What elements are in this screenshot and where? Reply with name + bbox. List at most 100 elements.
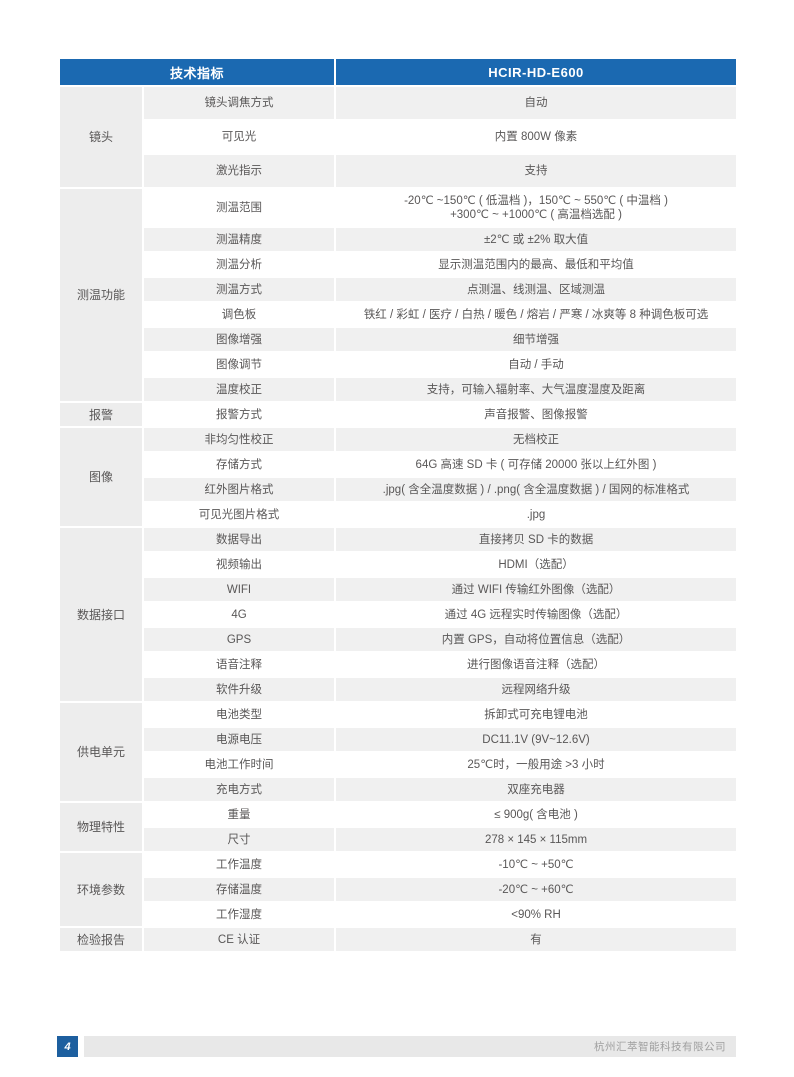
param-cell: 测温分析: [141, 251, 337, 278]
table-row: WIFI 通过 WIFI 传输红外图像（选配）: [59, 576, 739, 603]
param-cell: 工作温度: [141, 851, 337, 878]
param-cell: 电池工作时间: [141, 751, 337, 778]
header-tech-spec: 技术指标: [57, 57, 337, 87]
param-cell: 激光指示: [141, 153, 337, 189]
param-cell: 测温方式: [141, 276, 337, 303]
value-cell: 双座充电器: [334, 776, 739, 803]
param-cell: 存储温度: [141, 876, 337, 903]
param-cell: 尺寸: [141, 826, 337, 853]
table-row: 电源电压 DC11.1V (9V~12.6V): [59, 726, 739, 753]
group-cell: 供电单元: [58, 701, 144, 803]
table-row: 测温功能 测温范围 -20℃ ~150℃ ( 低温档 )，150℃ ~ 550℃ (…: [58, 187, 739, 403]
param-cell: 存储方式: [141, 451, 337, 478]
table-row: 可见光 内置 800W 像素: [59, 119, 739, 155]
value-cell: 通过 WIFI 传输红外图像（选配）: [334, 576, 739, 603]
value-cell: -20℃ ~150℃ ( 低温档 )，150℃ ~ 550℃ ( 中温档 ) +…: [334, 187, 739, 228]
value-cell: <90% RH: [334, 901, 739, 928]
group-cell: 报警: [58, 401, 144, 428]
param-cell: 4G: [141, 601, 337, 628]
value-cell: 内置 GPS，自动将位置信息（选配）: [334, 626, 739, 653]
param-cell: 充电方式: [141, 776, 337, 803]
spec-table: 技术指标 HCIR-HD-E600 镜头 镜头调焦方式 自动 可见光 内置 800W 像…: [57, 57, 739, 953]
table-row: 检验报告 CE 认证有: [58, 926, 739, 953]
table-row: 4G 通过 4G 远程实时传输图像（选配）: [59, 601, 739, 628]
footer-bar: 杭州汇萃智能科技有限公司: [84, 1036, 736, 1057]
param-cell: 图像增强: [141, 326, 337, 353]
param-cell: 红外图片格式: [141, 476, 337, 503]
group-cell: 测温功能: [58, 187, 144, 403]
table-header-row: 技术指标 HCIR-HD-E600: [57, 57, 739, 87]
table-row: 报警 报警方式 声音报警、图像报警: [58, 401, 739, 428]
value-cell: 自动 / 手动: [334, 351, 739, 378]
value-cell: DC11.1V (9V~12.6V): [334, 726, 739, 753]
param-cell: 电池类型: [141, 701, 337, 728]
value-cell: ≤ 900g( 含电池 ): [334, 801, 739, 828]
table-row: 物理特性 重量 ≤ 900g( 含电池 ): [58, 801, 739, 853]
table-row: 充电方式 双座充电器: [59, 776, 739, 803]
value-cell: 内置 800W 像素: [334, 119, 739, 155]
value-cell: 无档校正: [334, 426, 739, 453]
group-cell: 环境参数: [58, 851, 144, 928]
table-row: 图像调节 自动 / 手动: [59, 351, 739, 378]
table-row: 软件升级 远程网络升级: [59, 676, 739, 703]
table-row: 工作湿度 <90% RH: [59, 901, 739, 928]
value-cell: 进行图像语音注释（选配）: [334, 651, 739, 678]
spec-table-body: 镜头 镜头调焦方式 自动 可见光 内置 800W 像素 激光指示 支持 测温功能 测温范围 -20…: [58, 85, 739, 953]
param-cell: 可见光图片格式: [141, 501, 337, 528]
param-cell: 报警方式: [141, 401, 337, 428]
value-cell: 拆卸式可充电锂电池: [334, 701, 739, 728]
value-cell: 25℃时，一般用途 >3 小时: [334, 751, 739, 778]
value-cell: 通过 4G 远程实时传输图像（选配）: [334, 601, 739, 628]
param-cell: 温度校正: [141, 376, 337, 403]
footer-company: 杭州汇萃智能科技有限公司: [594, 1041, 726, 1053]
table-row: 测温分析 显示测温范围内的最高、最低和平均值: [59, 251, 739, 278]
param-cell: 电源电压: [141, 726, 337, 753]
param-cell: CE 认证: [141, 926, 337, 953]
value-cell: -20℃ ~ +60℃: [334, 876, 739, 903]
param-cell: 测温精度: [141, 226, 337, 253]
table-row: 红外图片格式 .jpg( 含全温度数据 ) / .png( 含全温度数据 ) / …: [59, 476, 739, 503]
param-cell: 数据导出: [141, 526, 337, 553]
value-cell: .jpg: [334, 501, 739, 528]
table-row: 激光指示 支持: [59, 153, 739, 189]
param-cell: 视频输出: [141, 551, 337, 578]
group-cell: 检验报告: [58, 926, 144, 953]
table-row: 尺寸 278 × 145 × 115mm: [59, 826, 739, 853]
value-cell: ±2℃ 或 ±2% 取大值: [334, 226, 739, 253]
value-cell: 铁红 / 彩虹 / 医疗 / 白热 / 暖色 / 熔岩 / 严寒 / 冰爽等 8…: [334, 301, 739, 328]
value-cell: 显示测温范围内的最高、最低和平均值: [334, 251, 739, 278]
param-cell: 软件升级: [141, 676, 337, 703]
table-row: GPS 内置 GPS，自动将位置信息（选配）: [59, 626, 739, 653]
param-cell: 重量: [141, 801, 337, 828]
table-row: 存储温度 -20℃ ~ +60℃: [59, 876, 739, 903]
table-row: 镜头 镜头调焦方式 自动: [58, 85, 739, 189]
value-cell: 有: [334, 926, 739, 953]
param-cell: 测温范围: [141, 187, 337, 228]
value-cell: 支持，可输入辐射率、大气温度湿度及距离: [334, 376, 739, 403]
table-row: 存储方式 64G 高速 SD 卡 ( 可存储 20000 张以上红外图 ): [59, 451, 739, 478]
group-cell: 镜头: [58, 85, 144, 189]
table-row: 供电单元 电池类型 拆卸式可充电锂电池: [58, 701, 739, 803]
value-cell: 声音报警、图像报警: [334, 401, 739, 428]
value-cell: HDMI（选配）: [334, 551, 739, 578]
value-cell: 64G 高速 SD 卡 ( 可存储 20000 张以上红外图 ): [334, 451, 739, 478]
value-cell: 直接拷贝 SD 卡的数据: [334, 526, 739, 553]
header-model: HCIR-HD-E600: [334, 57, 739, 87]
value-cell: 278 × 145 × 115mm: [334, 826, 739, 853]
table-row: 测温方式 点测温、线测温、区域测温: [59, 276, 739, 303]
param-cell: 语音注释: [141, 651, 337, 678]
table-row: 可见光图片格式 .jpg: [59, 501, 739, 528]
table-row: 环境参数 工作温度 -10℃ ~ +50℃: [58, 851, 739, 928]
value-cell: .jpg( 含全温度数据 ) / .png( 含全温度数据 ) / 国网的标准格…: [334, 476, 739, 503]
value-cell: 自动: [334, 85, 739, 121]
param-cell: GPS: [141, 626, 337, 653]
group-cell: 物理特性: [58, 801, 144, 853]
param-cell: 调色板: [141, 301, 337, 328]
param-cell: 可见光: [141, 119, 337, 155]
value-cell: 支持: [334, 153, 739, 189]
param-cell: 非均匀性校正: [141, 426, 337, 453]
table-row: 电池工作时间 25℃时，一般用途 >3 小时: [59, 751, 739, 778]
table-row: 图像增强 细节增强: [59, 326, 739, 353]
param-cell: 镜头调焦方式: [141, 85, 337, 121]
